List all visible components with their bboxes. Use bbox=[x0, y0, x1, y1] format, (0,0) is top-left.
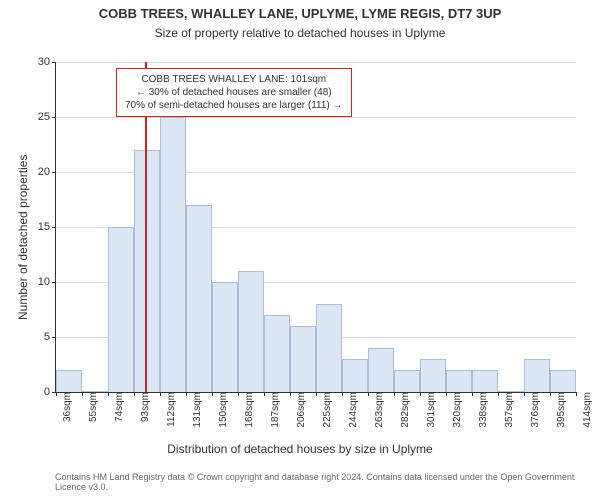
xtick-mark bbox=[576, 392, 577, 396]
xtick-label: 150sqm bbox=[214, 392, 229, 428]
xtick-label: 376sqm bbox=[526, 392, 541, 428]
xtick-mark bbox=[290, 392, 291, 396]
plot-area: 05101520253036sqm55sqm74sqm93sqm112sqm13… bbox=[55, 62, 576, 393]
xtick-mark bbox=[394, 392, 395, 396]
xtick-label: 320sqm bbox=[448, 392, 463, 428]
histogram-bar bbox=[498, 391, 524, 392]
ytick-label: 5 bbox=[44, 331, 56, 343]
histogram-bar bbox=[368, 348, 394, 392]
histogram-bar bbox=[290, 326, 316, 392]
histogram-bar bbox=[472, 370, 498, 392]
xtick-mark bbox=[108, 392, 109, 396]
xtick-label: 36sqm bbox=[58, 392, 73, 422]
ytick-label: 15 bbox=[38, 221, 56, 233]
annotation-line: COBB TREES WHALLEY LANE: 101sqm bbox=[125, 73, 343, 86]
histogram-bar bbox=[316, 304, 342, 392]
xtick-mark bbox=[134, 392, 135, 396]
histogram-bar bbox=[186, 205, 212, 392]
annotation-box: COBB TREES WHALLEY LANE: 101sqm← 30% of … bbox=[116, 68, 352, 117]
histogram-bar bbox=[342, 359, 368, 392]
histogram-bar bbox=[264, 315, 290, 392]
xtick-mark bbox=[82, 392, 83, 396]
xtick-mark bbox=[264, 392, 265, 396]
xtick-label: 93sqm bbox=[136, 392, 151, 422]
annotation-line: ← 30% of detached houses are smaller (48… bbox=[125, 86, 343, 99]
xtick-mark bbox=[238, 392, 239, 396]
xtick-label: 301sqm bbox=[422, 392, 437, 428]
xtick-label: 206sqm bbox=[292, 392, 307, 428]
xtick-label: 395sqm bbox=[552, 392, 567, 428]
gridline bbox=[56, 117, 576, 118]
xtick-label: 55sqm bbox=[84, 392, 99, 422]
xtick-mark bbox=[472, 392, 473, 396]
gridline bbox=[56, 62, 576, 63]
xtick-label: 263sqm bbox=[370, 392, 385, 428]
y-axis-label: Number of detached properties bbox=[16, 155, 30, 320]
xtick-mark bbox=[550, 392, 551, 396]
histogram-bar bbox=[524, 359, 550, 392]
ytick-label: 0 bbox=[44, 386, 56, 398]
xtick-mark bbox=[212, 392, 213, 396]
xtick-label: 244sqm bbox=[344, 392, 359, 428]
xtick-label: 112sqm bbox=[162, 392, 177, 427]
xtick-label: 282sqm bbox=[396, 392, 411, 428]
xtick-mark bbox=[186, 392, 187, 396]
xtick-mark bbox=[160, 392, 161, 396]
xtick-label: 357sqm bbox=[500, 392, 515, 428]
histogram-bar bbox=[238, 271, 264, 392]
xtick-mark bbox=[368, 392, 369, 396]
footer-text: Contains HM Land Registry data © Crown c… bbox=[55, 472, 580, 492]
x-axis-label: Distribution of detached houses by size … bbox=[0, 442, 600, 456]
xtick-mark bbox=[446, 392, 447, 396]
xtick-label: 338sqm bbox=[474, 392, 489, 428]
xtick-label: 168sqm bbox=[240, 392, 255, 428]
xtick-label: 225sqm bbox=[318, 392, 333, 428]
xtick-mark bbox=[316, 392, 317, 396]
histogram-bar bbox=[108, 227, 134, 392]
histogram-bar bbox=[446, 370, 472, 392]
xtick-mark bbox=[498, 392, 499, 396]
histogram-bar bbox=[212, 282, 238, 392]
chart-container: COBB TREES, WHALLEY LANE, UPLYME, LYME R… bbox=[0, 0, 600, 500]
xtick-mark bbox=[524, 392, 525, 396]
ytick-label: 30 bbox=[38, 56, 56, 68]
xtick-mark bbox=[420, 392, 421, 396]
chart-title-main: COBB TREES, WHALLEY LANE, UPLYME, LYME R… bbox=[0, 6, 600, 21]
xtick-label: 131sqm bbox=[188, 392, 203, 428]
xtick-mark bbox=[342, 392, 343, 396]
xtick-label: 74sqm bbox=[110, 392, 125, 422]
xtick-mark bbox=[56, 392, 57, 396]
xtick-label: 187sqm bbox=[266, 392, 281, 428]
annotation-line: 70% of semi-detached houses are larger (… bbox=[125, 99, 343, 112]
ytick-label: 10 bbox=[38, 276, 56, 288]
chart-title-sub: Size of property relative to detached ho… bbox=[0, 26, 600, 40]
histogram-bar bbox=[550, 370, 576, 392]
xtick-label: 414sqm bbox=[578, 392, 593, 428]
ytick-label: 20 bbox=[38, 166, 56, 178]
histogram-bar bbox=[56, 370, 82, 392]
histogram-bar bbox=[82, 391, 108, 392]
ytick-label: 25 bbox=[38, 111, 56, 123]
histogram-bar bbox=[160, 117, 186, 392]
histogram-bar bbox=[420, 359, 446, 392]
histogram-bar bbox=[394, 370, 420, 392]
